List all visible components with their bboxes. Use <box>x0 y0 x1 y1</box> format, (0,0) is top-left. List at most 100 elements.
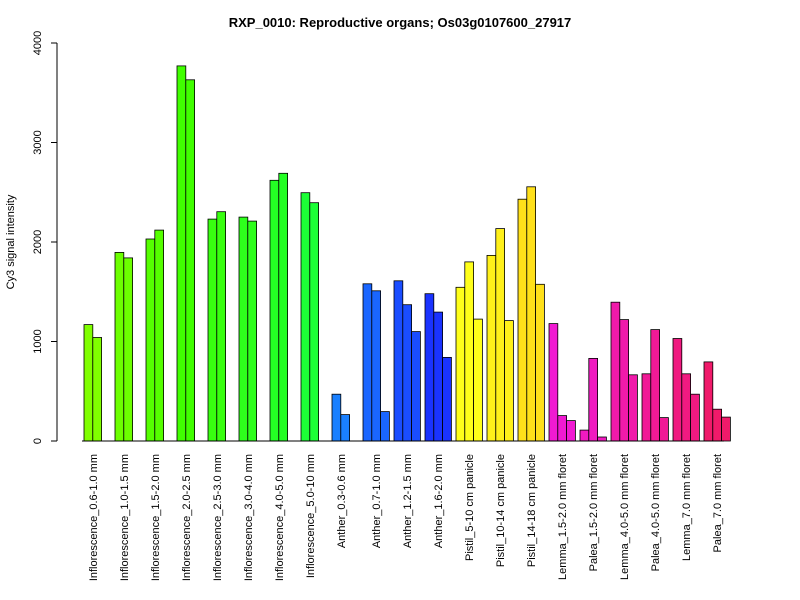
bar <box>659 417 669 442</box>
bar <box>247 220 258 442</box>
bar <box>517 198 528 442</box>
category-label: Inflorescence_0.6-1.0 mm <box>88 454 100 581</box>
bar <box>712 408 722 442</box>
bar <box>216 211 227 442</box>
bar <box>597 436 607 442</box>
bar <box>628 374 638 442</box>
bar <box>411 331 421 442</box>
category-label: Lemma_4.0-5.0 mm floret <box>619 454 631 580</box>
bar <box>269 179 280 442</box>
bar-group <box>393 280 421 442</box>
bar <box>371 290 381 442</box>
bar <box>309 202 319 442</box>
bar-group <box>207 211 227 442</box>
category-label: Inflorescence_4.0-5.0 mm <box>274 454 286 581</box>
bar-group <box>486 228 514 442</box>
category-label: Inflorescence_1.5-2.0 mm <box>150 454 162 581</box>
bar-group <box>579 357 607 442</box>
chart-title: RXP_0010: Reproductive organs; Os03g0107… <box>229 15 572 30</box>
category-label: Anther_1.2-1.5 mm <box>402 454 414 548</box>
bar <box>703 361 714 442</box>
bar <box>464 261 474 442</box>
bar-group <box>672 338 700 442</box>
category-label: Inflorescence_2.0-2.5 mm <box>181 454 193 581</box>
category-label: Pistil_10-14 cm panicle <box>495 454 507 567</box>
bar <box>402 304 412 442</box>
bar <box>442 356 452 442</box>
y-tick-label: 2000 <box>32 230 44 254</box>
category-label: Lemma_1.5-2.0 mm floret <box>557 454 569 580</box>
bar-group <box>641 329 669 442</box>
bar <box>641 373 652 442</box>
category-label: Palea_4.0-5.0 mm floret <box>650 454 662 571</box>
category-label: Inflorescence_5.0-10 mm <box>305 454 317 578</box>
category-label: Inflorescence_3.0-4.0 mm <box>243 454 255 581</box>
bar <box>455 286 466 442</box>
bar <box>672 338 683 442</box>
bars <box>83 65 731 442</box>
bar <box>393 280 404 442</box>
category-label: Anther_0.7-1.0 mm <box>371 454 383 548</box>
y-tick-label: 0 <box>32 438 44 444</box>
bar <box>526 186 536 442</box>
bar-group <box>455 261 483 442</box>
bar <box>721 416 731 442</box>
bar <box>557 415 567 442</box>
bar-group <box>83 324 103 442</box>
y-axis-label: Cy3 signal intensity <box>5 194 17 289</box>
bar <box>681 373 691 442</box>
bar <box>340 414 350 442</box>
category-label: Lemma_7.0 mm floret <box>681 454 693 561</box>
bar-group <box>114 251 134 442</box>
bar-group <box>300 192 319 442</box>
bar <box>588 357 598 442</box>
bar-group <box>145 229 165 442</box>
bar-group <box>610 301 638 442</box>
bar <box>238 216 249 442</box>
y-tick-label: 4000 <box>32 31 44 55</box>
bar <box>331 393 342 442</box>
bar <box>535 283 545 442</box>
category-labels: Inflorescence_0.6-1.0 mm Inflorescence_1.… <box>88 454 724 581</box>
bar <box>548 323 559 442</box>
bar <box>380 411 390 442</box>
bar-group <box>269 172 288 442</box>
bar <box>566 420 576 442</box>
bar-group <box>517 186 545 442</box>
category-label: Inflorescence_2.5-3.0 mm <box>212 454 224 581</box>
bar-group <box>331 393 350 442</box>
category-label: Inflorescence_1.0-1.5 mm <box>119 454 131 581</box>
bar <box>145 238 156 442</box>
bar <box>495 228 505 442</box>
bar <box>424 293 435 442</box>
bar <box>610 301 621 442</box>
category-label: Palea_7.0 mm floret <box>712 454 724 552</box>
bar-group <box>703 361 731 442</box>
category-label: Anther_1.6-2.0 mm <box>433 454 445 548</box>
bar-group <box>548 323 576 442</box>
category-label: Anther_0.3-0.6 mm <box>336 454 348 548</box>
bar-group <box>176 65 196 442</box>
y-axis: 0 1000 2000 3000 4000 <box>32 31 58 444</box>
bar <box>154 229 165 442</box>
bar-group <box>424 293 452 442</box>
bar <box>123 257 134 442</box>
bar <box>207 218 218 442</box>
bar <box>92 337 103 442</box>
bar <box>650 329 660 442</box>
bar <box>486 254 497 442</box>
bar <box>362 283 373 442</box>
bar-group <box>362 283 390 442</box>
category-label: Palea_1.5-2.0 mm floret <box>588 454 600 571</box>
bar <box>433 311 443 442</box>
bar <box>619 319 629 442</box>
bar <box>185 79 196 442</box>
bar <box>690 393 700 442</box>
bar <box>473 318 483 442</box>
y-tick-label: 1000 <box>32 329 44 353</box>
y-tick-label: 3000 <box>32 130 44 154</box>
bar <box>278 172 288 442</box>
bar <box>579 429 590 442</box>
bar-group <box>238 216 258 442</box>
